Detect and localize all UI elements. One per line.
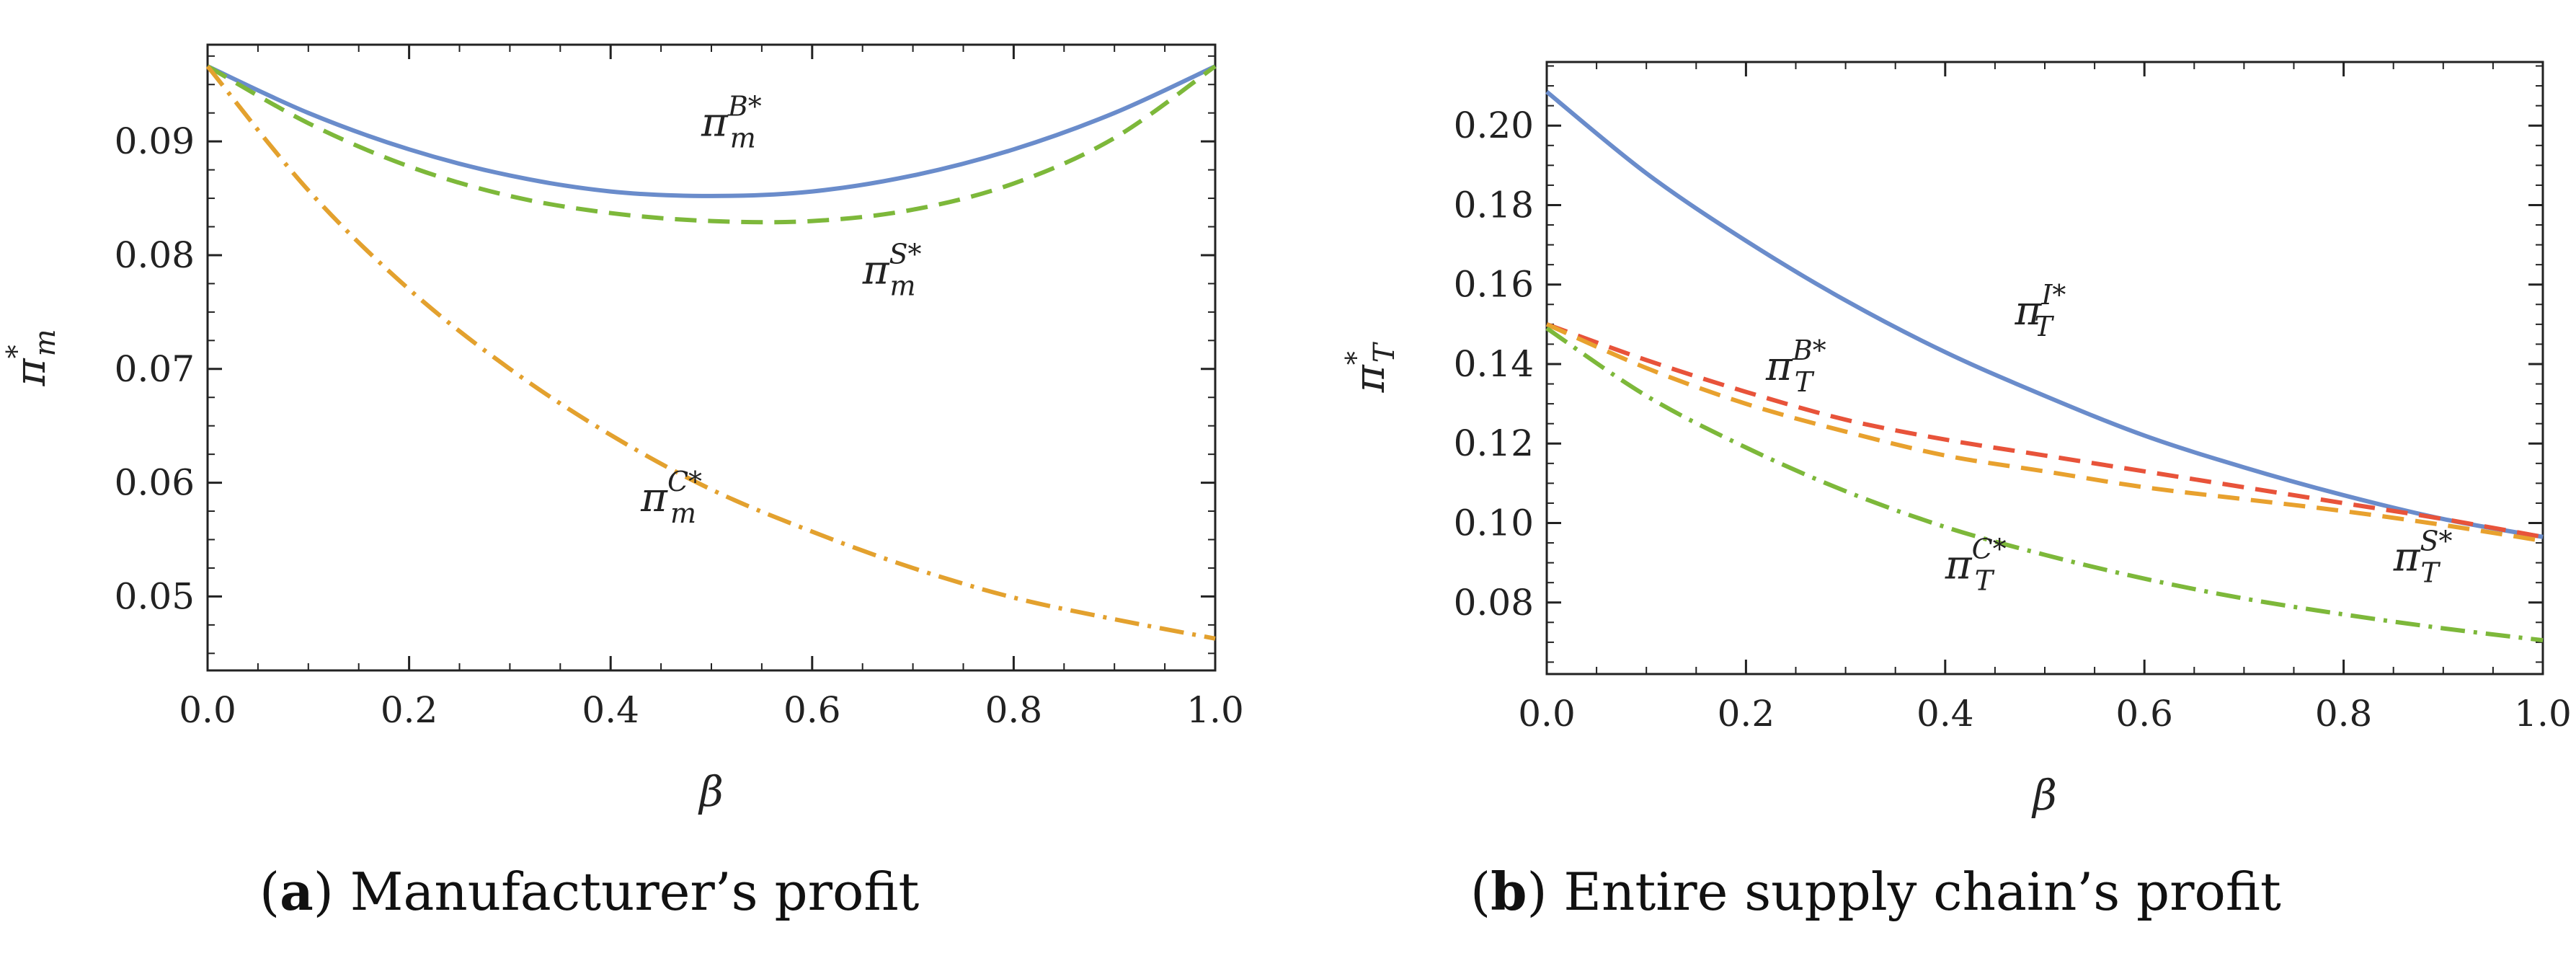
y-tick-label: 0.09 xyxy=(115,120,195,162)
series-line-I xyxy=(1545,90,2544,539)
x-tick-label: 0.4 xyxy=(582,689,639,731)
y-tick-label: 0.12 xyxy=(1454,422,1534,464)
x-tick-label: 0.2 xyxy=(1718,693,1775,735)
curve-label-C: πC* m xyxy=(640,466,702,529)
y-tick-label: 0.10 xyxy=(1454,502,1534,544)
x-tick-label: 1.0 xyxy=(2514,693,2572,735)
chart-a: 0.0 0.2 0.4 0.6 0.8 1.0 0.05 0.06 0.07 0.08 0.09 β π… xyxy=(1,43,1244,922)
series-line-B xyxy=(206,64,1217,198)
x-tick-label: 0.4 xyxy=(1917,693,1974,735)
x-tick-label: 0.6 xyxy=(783,689,841,731)
x-tick-label: 1.0 xyxy=(1186,689,1244,731)
series-line-S xyxy=(1545,322,2544,544)
curve-label-C: πC* T xyxy=(1945,533,2007,597)
y-tick-label: 0.07 xyxy=(115,348,195,390)
y-tick-label: 0.08 xyxy=(115,234,195,276)
y-tick-label: 0.14 xyxy=(1454,343,1534,385)
curve-label-S: πS* T xyxy=(2393,526,2453,589)
series-line-C xyxy=(1545,326,2544,643)
curve-label-B: πB* m xyxy=(701,90,762,154)
x-tick-label: 0.0 xyxy=(179,689,236,731)
x-tick-label: 0.6 xyxy=(2115,693,2173,735)
x-tick-label: 0.0 xyxy=(1518,693,1576,735)
x-tick-label: 0.8 xyxy=(985,689,1043,731)
y-tick-label: 0.08 xyxy=(1454,582,1534,624)
series-line-S xyxy=(206,64,1217,225)
x-axis-label: β xyxy=(698,767,724,816)
curve-label-B: πB* T xyxy=(1765,334,1826,398)
y-tick-label: 0.18 xyxy=(1454,184,1534,226)
y-axis-label: π*T xyxy=(1340,341,1401,393)
y-tick-label: 0.05 xyxy=(115,575,195,617)
chart-b: 0.0 0.2 0.4 0.6 0.8 1.0 0.08 0.10 0.12 0.14 0.16 0.… xyxy=(1340,61,2572,922)
y-tick-label: 0.16 xyxy=(1454,264,1534,306)
y-axis-label: π*m xyxy=(1,329,62,386)
y-tick-label: 0.06 xyxy=(115,462,195,504)
x-axis-label: β xyxy=(2031,771,2057,820)
y-tick-label: 0.20 xyxy=(1454,105,1534,146)
curve-label-I: πI* T xyxy=(2015,279,2066,342)
plot-frame xyxy=(1545,61,2544,675)
caption-a: (a) Manufacturer’s profit xyxy=(259,861,919,922)
series-line-B xyxy=(1545,322,2544,539)
x-tick-label: 0.2 xyxy=(381,689,438,731)
series-line-C xyxy=(205,65,1216,641)
curve-label-S: πS* m xyxy=(862,238,922,301)
caption-b: (b) Entire supply chain’s profit xyxy=(1470,861,2281,922)
x-tick-label: 0.8 xyxy=(2315,693,2373,735)
